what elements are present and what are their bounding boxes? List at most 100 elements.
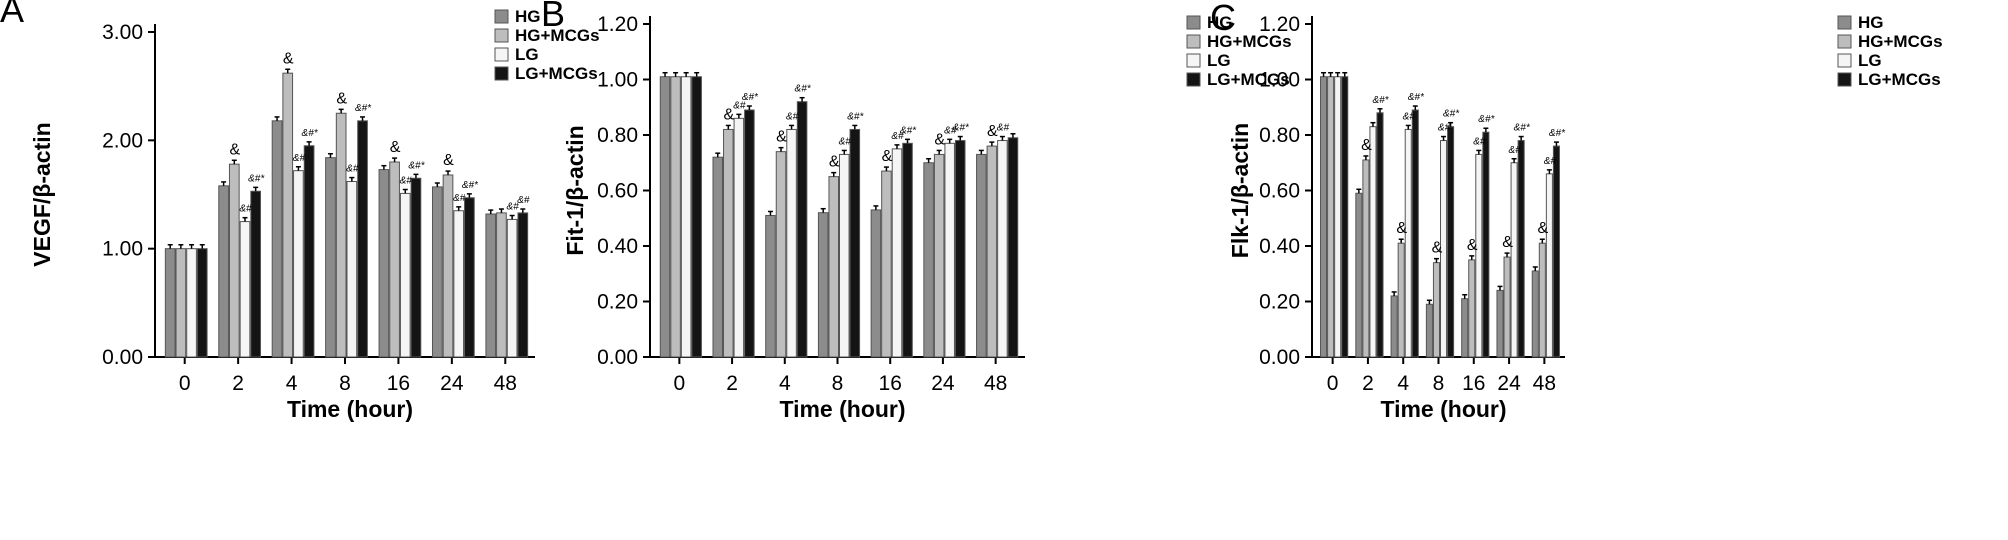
panel-label: C	[1210, 0, 1236, 38]
x-tick-label: 8	[1433, 372, 1445, 395]
x-tick-label: 24	[440, 372, 464, 395]
bar-lg-2h	[733, 117, 745, 358]
bar-hg-8h	[325, 157, 336, 358]
significance-mark: &#	[1544, 156, 1557, 167]
x-tick-label: 4	[1397, 372, 1409, 395]
significance-mark: &	[1502, 234, 1513, 251]
legend-label: HG+MCGs	[1207, 32, 1292, 51]
y-tick-label: 0.20	[597, 291, 638, 314]
bar-hg-0h	[164, 248, 176, 358]
x-tick-label: 24	[1497, 372, 1521, 395]
significance-mark: &#*	[1478, 114, 1495, 125]
y-tick-label: 0.20	[1259, 291, 1300, 314]
legend-swatch	[494, 47, 509, 62]
bar-lg-48h	[506, 218, 518, 358]
x-tick-label: 2	[232, 372, 244, 395]
x-tick-label: 16	[387, 372, 410, 395]
legend-label: HG+MCGs	[1858, 32, 1943, 51]
significance-mark: &#*	[742, 92, 759, 103]
significance-mark: &#*	[1372, 95, 1389, 106]
legend-label: HG	[1858, 13, 1884, 32]
bar-lg-mcgs-48h	[1552, 145, 1560, 358]
y-tick-label: 3.00	[102, 21, 143, 44]
significance-mark: &#	[839, 136, 852, 147]
y-tick-label: 0.00	[102, 346, 143, 369]
bar-lg-24h	[1510, 162, 1518, 358]
legend-swatch	[1186, 53, 1201, 68]
panel-label: A	[0, 0, 24, 30]
y-tick-label: 0.80	[597, 124, 638, 147]
bar-hg-24h	[1496, 289, 1504, 358]
bar-hg-24h	[431, 186, 443, 358]
legend-label: LG	[1207, 51, 1231, 70]
x-axis-title: Time (hour)	[779, 396, 905, 422]
significance-mark: &	[336, 90, 347, 107]
bar-lg-mcgs-48h	[517, 212, 529, 358]
significance-mark: &#	[944, 125, 957, 136]
significance-mark: &#*	[900, 125, 917, 136]
y-tick-label: 0.80	[1259, 124, 1300, 147]
legend-label: LG	[1858, 51, 1882, 70]
y-axis-title: Flk-1/β-actin	[1227, 123, 1253, 258]
bar-hg-mcgs-24h	[933, 153, 945, 358]
significance-mark: &	[283, 50, 294, 67]
y-tick-label: 0.00	[1259, 346, 1300, 369]
y-tick-label: 0.40	[1259, 235, 1300, 258]
bar-lg-0h	[186, 248, 197, 358]
bar-hg-8h	[817, 212, 829, 358]
significance-mark: &	[829, 154, 840, 171]
significance-mark: &#	[453, 193, 466, 204]
bar-hg-mcgs-0h	[1327, 76, 1335, 358]
bar-lg-16h	[399, 192, 411, 358]
significance-mark: &#*	[408, 160, 425, 171]
panel-label: B	[541, 0, 565, 34]
bar-lg-4h	[1404, 128, 1412, 358]
bar-hg-mcgs-4h	[1397, 242, 1405, 358]
bar-hg-2h	[712, 156, 724, 358]
bar-lg-mcgs-8h	[849, 128, 861, 358]
x-tick-label: 2	[726, 372, 738, 395]
x-axis-title: Time (hour)	[287, 396, 413, 422]
bar-lg-2h	[239, 221, 251, 358]
x-tick-label: 48	[984, 372, 1007, 395]
chart-panel-c: C 0.00 0.20 0.40 0.60 0.80 1.00 1.20 Flk-1/β-act…	[1210, 0, 1943, 422]
bar-hg-16h	[1461, 298, 1469, 358]
bar-lg-mcgs-24h	[1517, 140, 1525, 358]
significance-mark: &#	[997, 123, 1010, 134]
significance-mark: &#	[400, 176, 413, 187]
significance-mark: &#*	[462, 180, 479, 191]
significance-mark: &#	[517, 195, 530, 206]
bar-hg-mcgs-4h	[775, 151, 787, 358]
significance-mark: &#	[733, 100, 746, 111]
bar-hg-mcgs-48h	[1538, 242, 1546, 358]
bar-hg-mcgs-16h	[881, 170, 892, 358]
legend-swatch	[1837, 72, 1852, 87]
bar-lg-mcgs-4h	[1411, 109, 1419, 358]
bar-hg-4h	[765, 214, 776, 358]
legend-swatch	[1186, 72, 1201, 87]
bar-hg-mcgs-2h	[1362, 159, 1370, 358]
bar-lg-mcgs-24h	[464, 197, 475, 358]
y-tick-label: 1.20	[1259, 13, 1300, 36]
significance-mark: &	[934, 131, 945, 148]
bar-hg-4h	[1390, 295, 1398, 358]
significance-mark: &#*	[302, 128, 319, 139]
significance-mark: &	[390, 139, 401, 156]
significance-mark: &#	[239, 204, 252, 215]
significance-mark: &	[1361, 137, 1372, 154]
significance-mark: &#*	[795, 84, 812, 95]
x-tick-label: 48	[494, 372, 517, 395]
legend-label: LG	[515, 45, 539, 64]
bar-lg-24h	[944, 142, 955, 358]
x-tick-label: 0	[1327, 372, 1339, 395]
significance-mark: &	[1467, 237, 1478, 254]
legend-swatch	[494, 9, 509, 24]
bar-hg-0h	[659, 76, 671, 358]
bar-lg-24h	[453, 210, 465, 358]
bar-lg-mcgs-2h	[1376, 112, 1384, 358]
bar-hg-mcgs-2h	[228, 163, 240, 358]
bar-lg-2h	[1369, 126, 1377, 358]
